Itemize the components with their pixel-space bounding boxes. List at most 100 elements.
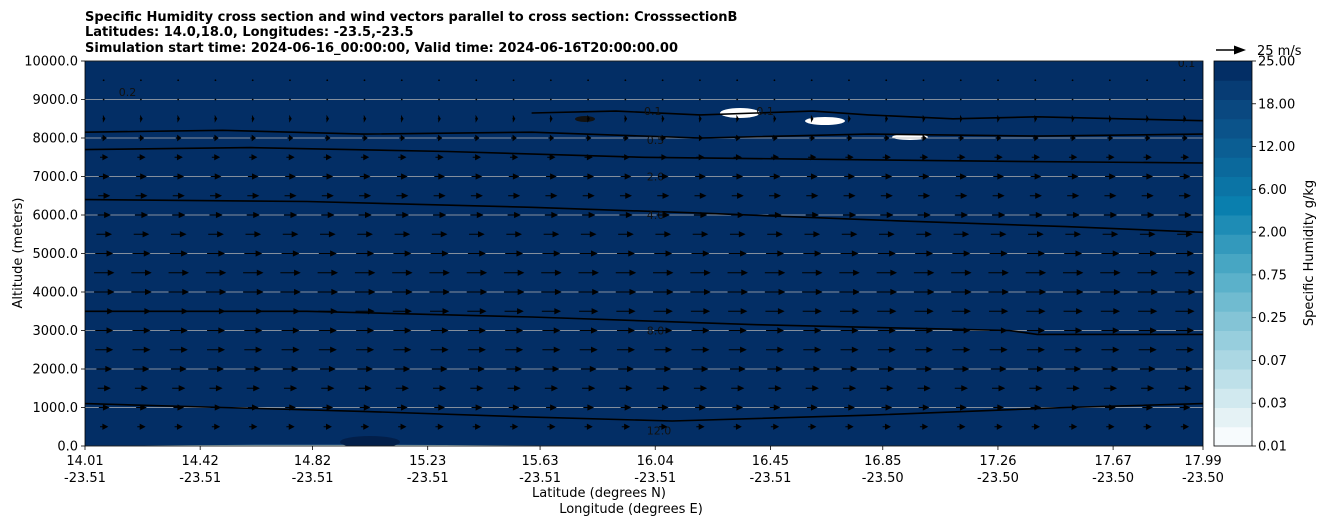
wind-vector [842,211,857,219]
wind-vector [657,404,669,411]
wind-vector [766,346,785,353]
wind-vector [1071,79,1074,82]
wind-vector [470,385,484,392]
wind-vector [467,346,486,353]
wind-vector [357,231,373,238]
wind-vector [1026,250,1045,257]
wind-vector [953,365,970,373]
wind-vector [1067,404,1079,411]
colorbar-segment [1214,234,1252,254]
wind-vector [1031,154,1040,161]
wind-vector [885,98,888,101]
wind-vector [915,327,934,334]
wind-vector [619,192,632,199]
wind-vector [102,79,105,82]
wind-vector [952,346,971,353]
wind-vector [654,346,673,353]
wind-vector [951,269,972,276]
colorbar-segment [1214,99,1252,120]
wind-vector [579,346,598,353]
wind-vector [473,134,480,142]
wind-vector [169,308,189,315]
wind-vector [281,346,300,353]
wind-vector [175,134,182,142]
y-tick-label: 1000.0 [33,401,79,416]
wind-vector [839,269,860,276]
wind-vector [1105,173,1116,180]
wind-vector [695,173,706,180]
contour-line [85,146,1203,164]
wind-vector [139,114,143,123]
wind-vector [542,250,561,257]
colorbar-segment [1214,426,1252,447]
wind-vector [505,250,524,257]
plot-frame [84,60,1204,447]
wind-vector [773,98,776,101]
wind-vector [661,98,664,101]
wind-vector [1070,134,1076,142]
wind-vector [251,114,255,123]
wind-vector [957,423,966,430]
wind-vector [470,211,484,219]
wind-vector [1102,365,1119,373]
wind-vector [207,250,226,257]
wind-vector [136,173,147,180]
wind-vector [692,231,709,238]
dry-pocket [892,134,928,140]
x-tick-label-lat: 14.42 [182,454,219,469]
x-tick-label-lon: -23.51 [407,471,449,486]
wind-vector [616,308,636,315]
wind-vector [773,79,776,82]
wind-vector [138,134,145,142]
wind-vector [691,327,710,334]
wind-vector [840,250,859,257]
wind-vector [359,404,371,411]
wind-vector [469,365,485,373]
wind-vector [177,79,180,82]
x-tick-label-lon: -23.50 [1092,471,1134,486]
wind-vector [1026,327,1045,334]
wind-vector [922,79,925,82]
wind-vector [729,365,746,373]
wind-vector [288,114,292,123]
x-tick-label-lat: 14.82 [294,454,331,469]
wind-vector [318,327,337,334]
wind-vector [622,134,629,142]
wind-vector [915,250,934,257]
wind-vector [917,211,931,219]
colorbar-tick-label: 0.01 [1258,440,1287,455]
y-tick-label: 9000.0 [33,93,79,108]
wind-vector [1143,154,1152,161]
wind-vector [360,423,370,430]
wind-vector [1138,308,1158,315]
wind-vector [990,365,1007,373]
wind-vector [392,288,413,296]
wind-vector [210,173,222,180]
wind-vector [97,385,111,392]
wind-vector [616,250,635,257]
wind-vector [769,192,782,199]
wind-vector [805,385,819,392]
contour-label: 0.1 [1178,57,1196,70]
wind-vector [1030,404,1042,411]
x-axis-label-lon: Longitude (degrees E) [559,502,703,517]
wind-vector [541,269,562,276]
wind-vector [246,211,260,219]
wind-vector [283,211,298,219]
wind-vector [732,404,744,411]
wind-vector [989,308,1009,315]
wind-vector [955,404,967,411]
wind-vector [396,404,408,411]
wind-vector [169,327,188,334]
wind-vector [1138,327,1157,334]
wind-vector [1030,173,1042,180]
wind-vector [847,114,851,123]
wind-vector [206,308,226,315]
wind-vector [1180,154,1190,161]
wind-vector [98,192,111,199]
contour-label: 4.0 [647,209,665,222]
colorbar-tick-label: 0.07 [1258,354,1287,369]
wind-vector [1029,211,1043,219]
y-tick-label: 5000.0 [33,247,79,262]
wind-vector [320,365,336,373]
